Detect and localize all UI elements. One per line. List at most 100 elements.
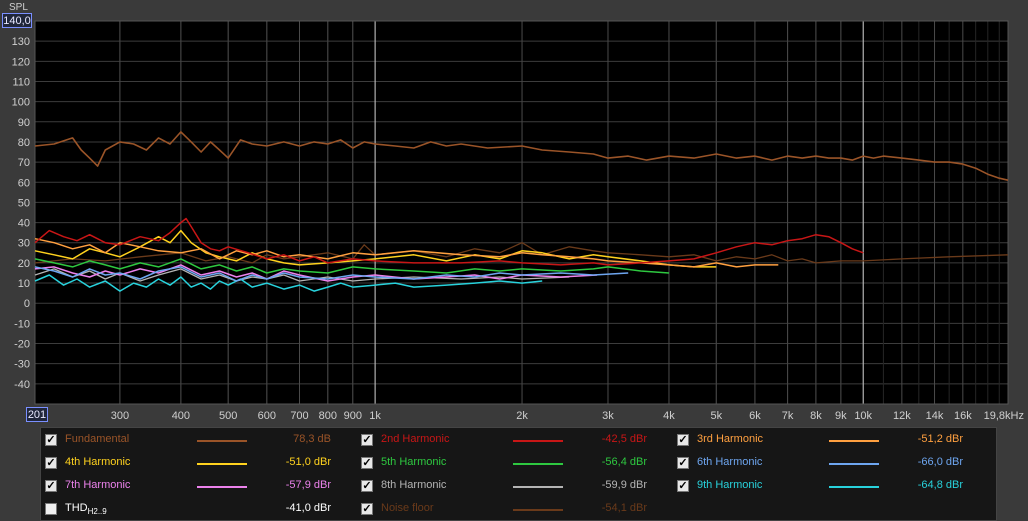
legend-subscript: H2..9 bbox=[87, 507, 107, 517]
legend-checkbox[interactable]: ✓ bbox=[361, 503, 373, 515]
x-tick-label: 3k bbox=[602, 410, 614, 422]
y-tick-label: 0 bbox=[24, 298, 30, 310]
legend-label: 9th Harmonic bbox=[697, 479, 763, 491]
x-tick-label: 900 bbox=[344, 410, 362, 422]
x-tick-label: 400 bbox=[172, 410, 190, 422]
legend-value: 78,3 dB bbox=[293, 433, 331, 445]
y-tick-label: -30 bbox=[14, 359, 30, 371]
legend-label: 4th Harmonic bbox=[65, 456, 131, 468]
legend-label: THDH2..9 bbox=[65, 502, 107, 517]
y-tick-label: 120 bbox=[12, 56, 30, 68]
legend-swatch bbox=[829, 463, 879, 465]
x-tick-label: 700 bbox=[290, 410, 308, 422]
legend-value: -51,0 dBr bbox=[285, 456, 331, 468]
legend-value: -66,0 dBr bbox=[917, 456, 963, 468]
y-tick-label: 90 bbox=[18, 117, 30, 129]
legend-checkbox[interactable]: ✓ bbox=[45, 434, 57, 446]
series-line-7th-harmonic bbox=[34, 264, 598, 282]
legend-item-4th-harmonic: ✓ 4th Harmonic -51,0 dBr bbox=[45, 454, 345, 474]
legend-swatch bbox=[513, 509, 563, 511]
y-tick-label: 10 bbox=[18, 278, 30, 290]
x-tick-label: 500 bbox=[219, 410, 237, 422]
series-line-2nd-harmonic bbox=[34, 217, 864, 266]
series-line-noise-floor bbox=[34, 242, 1009, 264]
legend-value: -54,1 dBr bbox=[601, 502, 647, 514]
x-tick-label: 800 bbox=[319, 410, 337, 422]
y-axis-label: SPL bbox=[9, 2, 28, 13]
x-tick-label: 9k bbox=[835, 410, 847, 422]
legend-value: -56,4 dBr bbox=[601, 456, 647, 468]
legend-checkbox[interactable]: ✓ bbox=[677, 457, 689, 469]
x-min-input[interactable]: 201 bbox=[26, 407, 48, 422]
legend-swatch bbox=[197, 486, 247, 488]
series-line-5th-harmonic bbox=[34, 258, 670, 274]
legend-value: -64,8 dBr bbox=[917, 479, 963, 491]
x-tick-label: 2k bbox=[516, 410, 528, 422]
y-tick-label: 30 bbox=[18, 238, 30, 250]
legend-label: Fundamental bbox=[65, 433, 130, 445]
x-tick-label: 10k bbox=[854, 410, 872, 422]
x-tick-label: 12k bbox=[893, 410, 911, 422]
x-tick-label: 1k bbox=[369, 410, 381, 422]
y-tick-label: 60 bbox=[18, 177, 30, 189]
legend-checkbox[interactable]: ✓ bbox=[361, 480, 373, 492]
legend-item-5th-harmonic: ✓ 5th Harmonic -56,4 dBr bbox=[361, 454, 661, 474]
legend-checkbox[interactable]: ✓ bbox=[45, 480, 57, 492]
legend-item-noise-floor: ✓ Noise floor -54,1 dBr bbox=[361, 500, 661, 520]
y-tick-label: 20 bbox=[18, 258, 30, 270]
legend-item-8th-harmonic: ✓ 8th Harmonic -59,9 dBr bbox=[361, 477, 661, 497]
spl-chart[interactable]: 1301201101009080706050403020100-10-20-30… bbox=[0, 0, 1028, 427]
legend-label: 3rd Harmonic bbox=[697, 433, 764, 445]
x-tick-label: 300 bbox=[111, 410, 129, 422]
x-tick-label: 4k bbox=[663, 410, 675, 422]
y-tick-label: 50 bbox=[18, 197, 30, 209]
legend-swatch bbox=[197, 440, 247, 442]
series-line-9th-harmonic bbox=[34, 274, 543, 292]
series-line-3rd-harmonic bbox=[34, 237, 779, 268]
plot-border bbox=[34, 20, 1009, 405]
y-tick-label: 70 bbox=[18, 157, 30, 169]
legend-checkbox[interactable]: ✓ bbox=[361, 457, 373, 469]
x-tick-label: 19,8kHz bbox=[984, 410, 1024, 422]
legend-swatch bbox=[513, 486, 563, 488]
y-tick-label: 100 bbox=[12, 97, 30, 109]
x-tick-label: 7k bbox=[782, 410, 794, 422]
x-tick-label: 14k bbox=[926, 410, 944, 422]
y-tick-label: 130 bbox=[12, 36, 30, 48]
legend-label: 5th Harmonic bbox=[381, 456, 447, 468]
x-tick-label: 600 bbox=[258, 410, 276, 422]
legend-item-7th-harmonic: ✓ 7th Harmonic -57,9 dBr bbox=[45, 477, 345, 497]
series-line-4th-harmonic bbox=[34, 229, 717, 268]
legend-checkbox[interactable]: ✓ bbox=[677, 480, 689, 492]
x-tick-label: 16k bbox=[954, 410, 972, 422]
legend-checkbox[interactable] bbox=[45, 503, 57, 515]
legend-checkbox[interactable]: ✓ bbox=[361, 434, 373, 446]
legend-swatch bbox=[829, 440, 879, 442]
legend-item-2nd-harmonic: ✓ 2nd Harmonic -42,5 dBr bbox=[361, 431, 661, 451]
plot-area[interactable] bbox=[35, 21, 1008, 404]
legend-label: 8th Harmonic bbox=[381, 479, 447, 491]
legend-label: 6th Harmonic bbox=[697, 456, 763, 468]
legend-item-3rd-harmonic: ✓ 3rd Harmonic -51,2 dBr bbox=[677, 431, 977, 451]
y-tick-label: -20 bbox=[14, 339, 30, 351]
x-tick-label: 5k bbox=[710, 410, 722, 422]
legend-label: Noise floor bbox=[381, 502, 434, 514]
x-tick-label: 8k bbox=[810, 410, 822, 422]
y-max-input[interactable]: 140,0 bbox=[2, 13, 32, 28]
legend-label: 7th Harmonic bbox=[65, 479, 131, 491]
legend-value: -41,0 dBr bbox=[285, 502, 331, 514]
legend-value: -59,9 dBr bbox=[601, 479, 647, 491]
legend-panel: ✓ Fundamental 78,3 dB ✓ 2nd Harmonic -42,5 dB… bbox=[40, 427, 997, 521]
x-tick-label: 6k bbox=[749, 410, 761, 422]
legend-value: -51,2 dBr bbox=[917, 433, 963, 445]
y-tick-label: 80 bbox=[18, 137, 30, 149]
legend-checkbox[interactable]: ✓ bbox=[677, 434, 689, 446]
y-tick-label: 110 bbox=[12, 76, 30, 88]
legend-item-thd: THDH2..9 -41,0 dBr bbox=[45, 500, 345, 520]
legend-label: 2nd Harmonic bbox=[381, 433, 450, 445]
series-line-6th-harmonic bbox=[34, 266, 629, 282]
legend-item-6th-harmonic: ✓ 6th Harmonic -66,0 dBr bbox=[677, 454, 977, 474]
legend-checkbox[interactable]: ✓ bbox=[45, 457, 57, 469]
legend-value: -42,5 dBr bbox=[601, 433, 647, 445]
y-tick-label: -10 bbox=[14, 318, 30, 330]
